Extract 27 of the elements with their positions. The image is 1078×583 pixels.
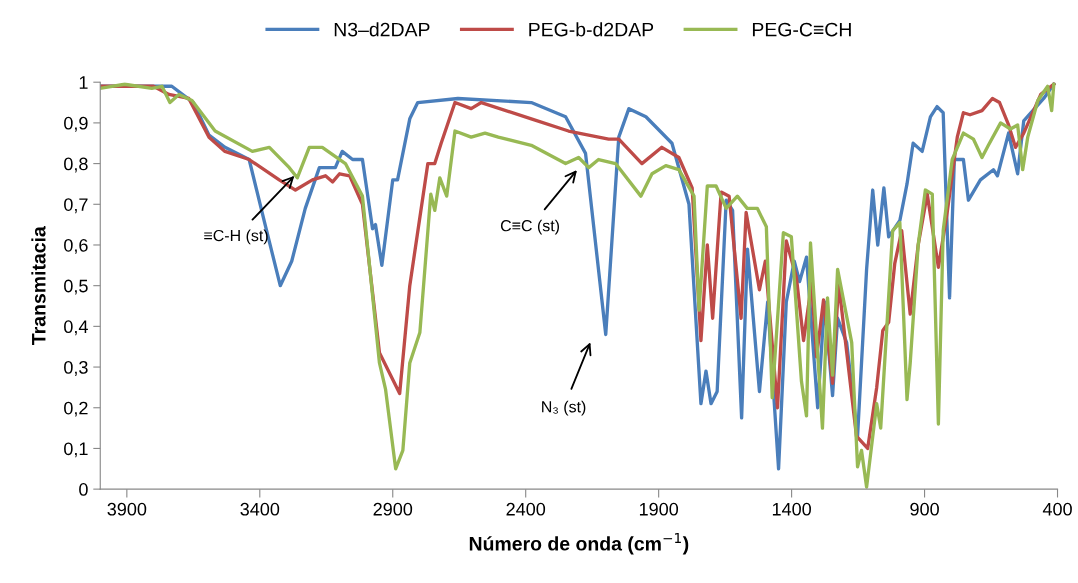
y-tick-label: 0,3 <box>64 360 88 376</box>
x-tick-label: 400 <box>1042 502 1072 516</box>
legend-label: PEG-b-d2DAP <box>529 22 654 37</box>
y-tick-label: 0,6 <box>64 238 88 254</box>
legend-label: PEG-C≡CH <box>752 22 851 37</box>
y-tick-label: 0,1 <box>64 442 88 458</box>
y-tick-label: 0,2 <box>64 401 88 417</box>
x-tick-label: 1400 <box>772 502 811 516</box>
x-tick-label: 2900 <box>373 502 413 516</box>
x-tick-label: 2400 <box>506 502 546 516</box>
legend-label: N3–d2DAP <box>334 22 430 37</box>
annotation: C≡C (st) <box>500 219 560 235</box>
y-tick-label: 0,9 <box>64 116 88 132</box>
y-tick-label: 0,7 <box>64 198 88 214</box>
y-tick-label: 0 <box>79 483 88 496</box>
y-tick-label: 1 <box>79 76 88 89</box>
x-tick-label: 900 <box>910 502 939 516</box>
y-tick-label: 0,8 <box>64 157 88 173</box>
y-axis-title: Transmitacia <box>31 226 46 345</box>
annotation: ≡C-H (st) <box>204 229 268 245</box>
x-axis-title: Número de onda (cm$^{−1}$) <box>469 533 689 555</box>
x-tick-label: 1900 <box>639 502 679 516</box>
annotation: N₃ (st) <box>542 400 586 416</box>
y-tick-label: 0,5 <box>64 279 88 295</box>
x-tick-label: 3400 <box>240 502 280 516</box>
x-tick-label: 3900 <box>107 502 147 516</box>
y-tick-label: 0,4 <box>64 320 88 336</box>
